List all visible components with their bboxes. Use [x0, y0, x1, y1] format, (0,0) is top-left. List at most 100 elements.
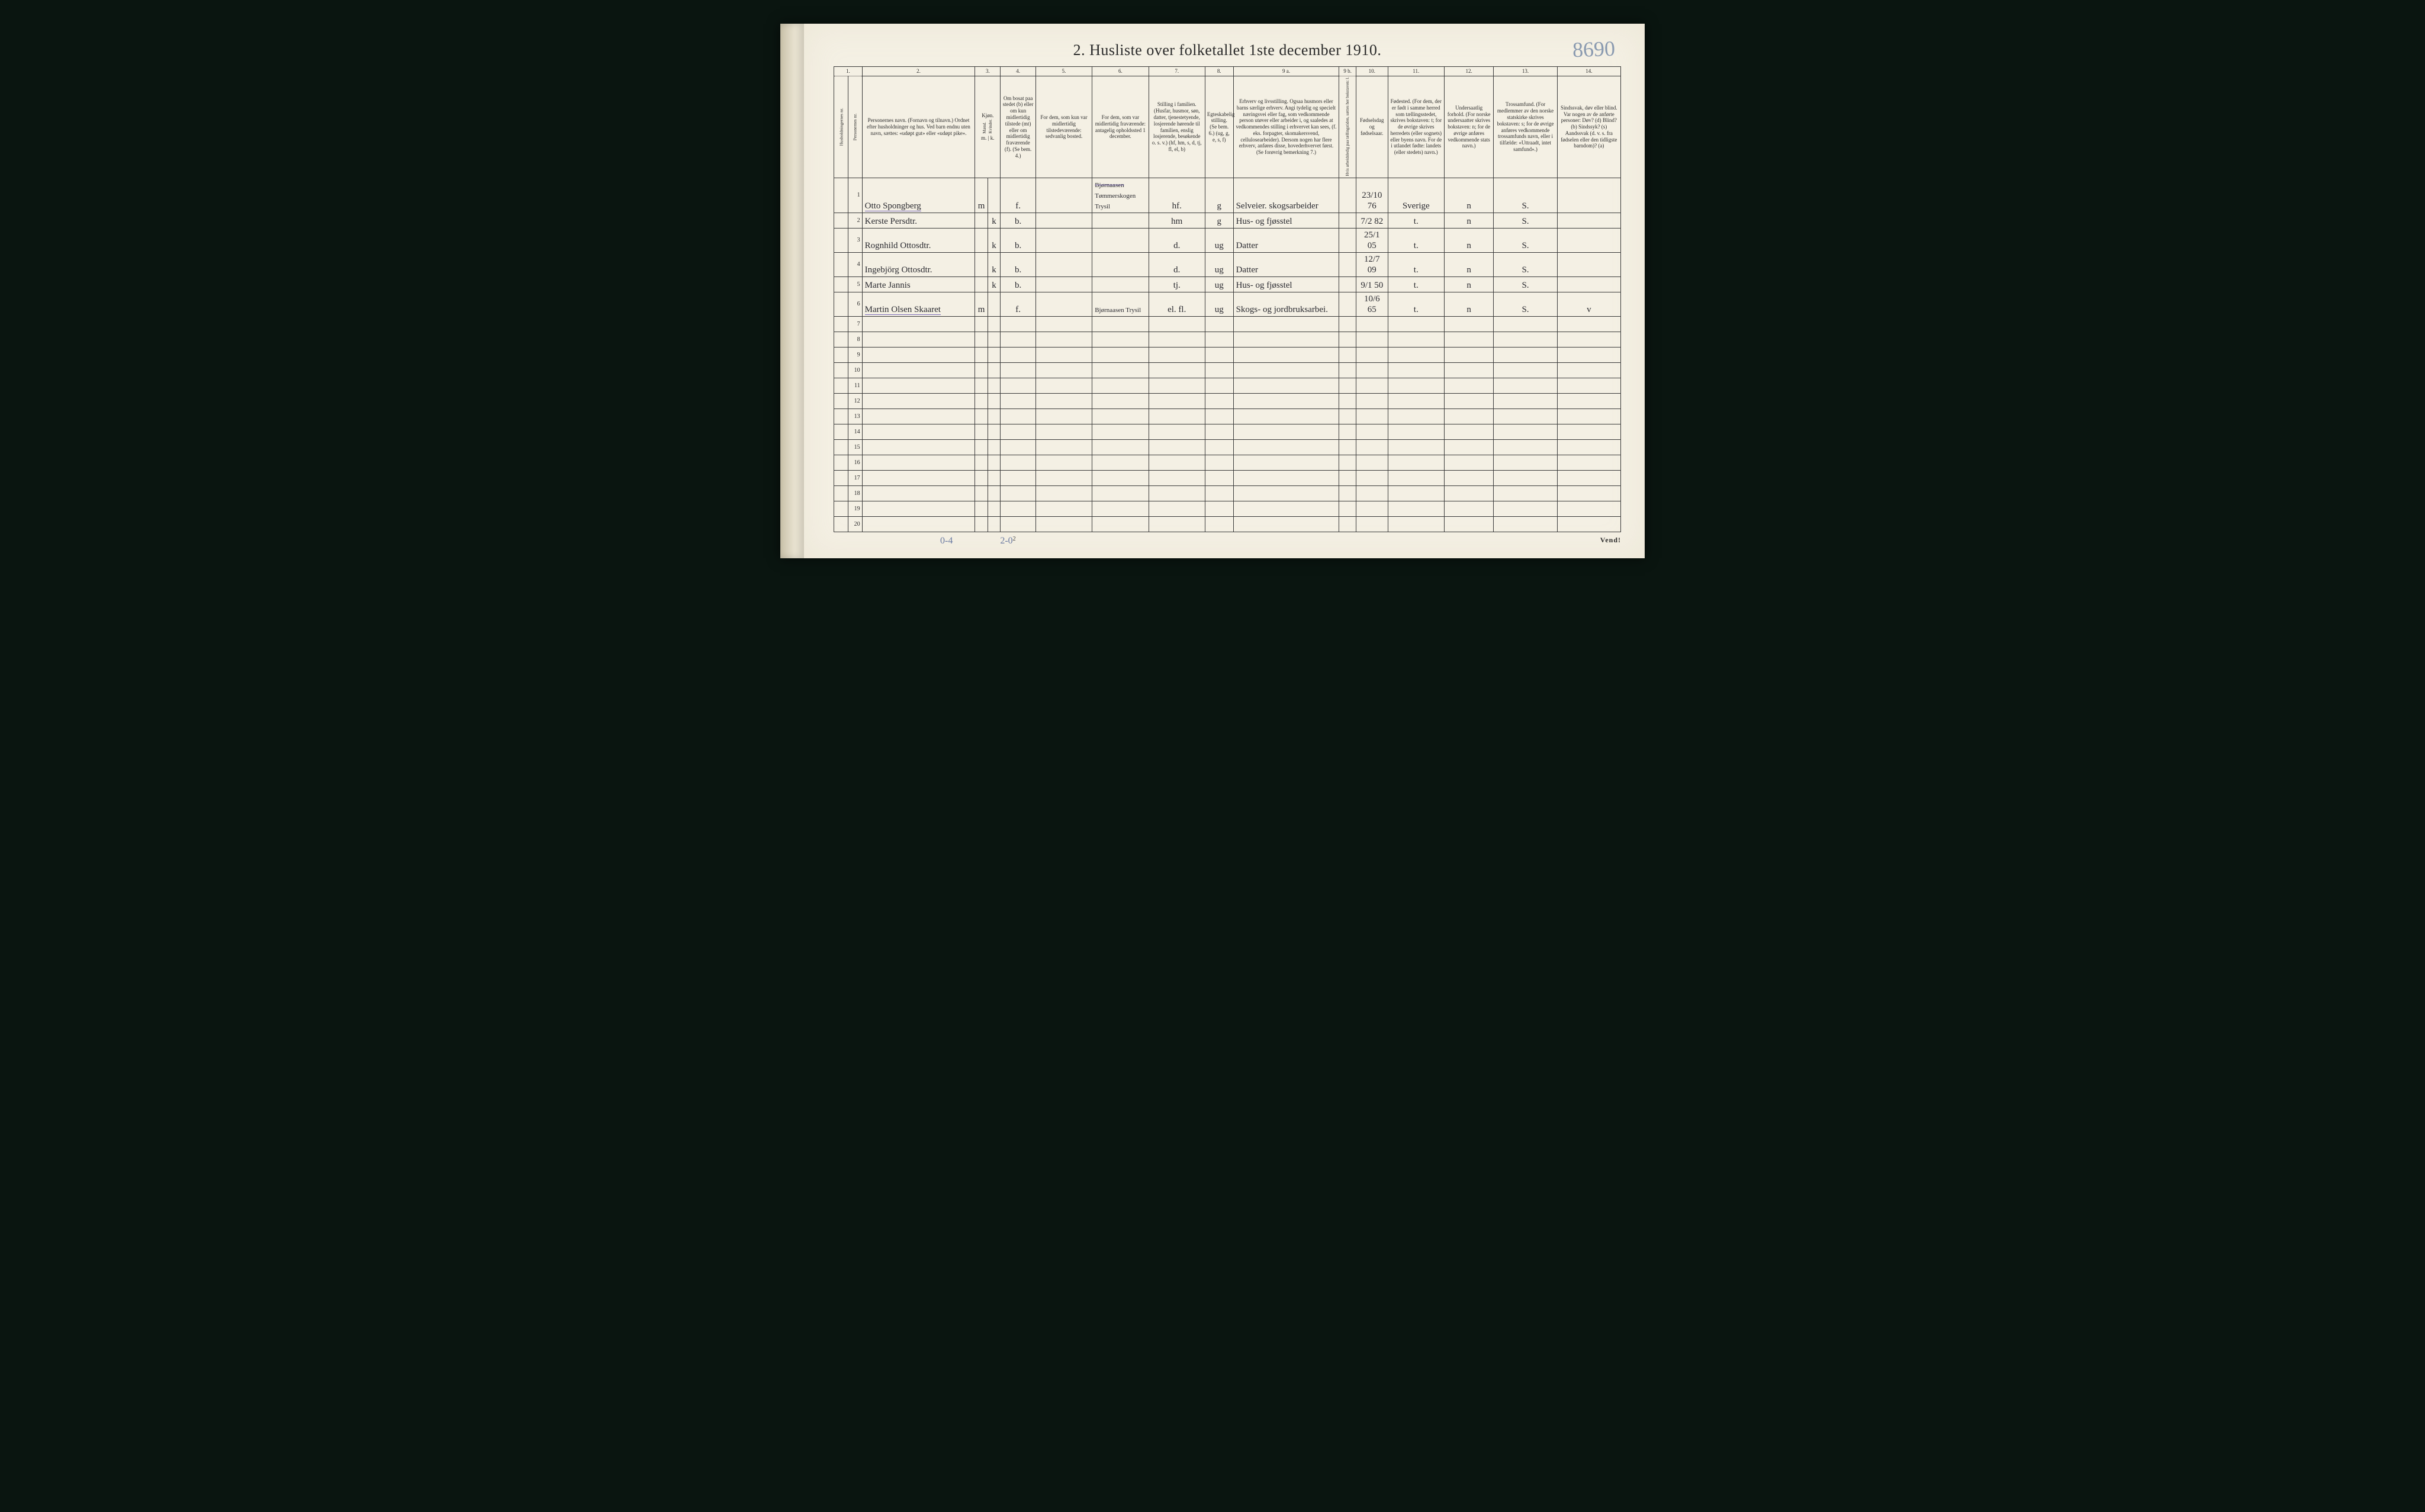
cell-sex-k	[988, 378, 1000, 394]
cell-occupation	[1233, 394, 1339, 409]
cell-sex-m	[975, 348, 988, 363]
cell-residence	[1001, 501, 1036, 517]
cell-name	[862, 317, 975, 332]
cell-sex-m	[975, 363, 988, 378]
cell-name: Marte Jannis	[862, 277, 975, 292]
cell-unemployed	[1339, 501, 1356, 517]
cell-religion	[1494, 317, 1557, 332]
cell-religion: S.	[1494, 253, 1557, 277]
cell-person-nr: 13	[848, 409, 862, 424]
cell-usual-home	[1035, 378, 1092, 394]
cell-occupation: Datter	[1233, 229, 1339, 253]
cell-temp-absent	[1092, 253, 1149, 277]
cell-religion: S.	[1494, 213, 1557, 229]
cell-usual-home	[1035, 440, 1092, 455]
cell-disability	[1557, 229, 1620, 253]
cell-name	[862, 363, 975, 378]
cell-sex-k: k	[988, 229, 1000, 253]
cell-sex-k	[988, 517, 1000, 532]
cell-person-nr: 2	[848, 213, 862, 229]
cell-marital	[1205, 348, 1233, 363]
cell-household	[834, 394, 848, 409]
cell-temp-absent	[1092, 424, 1149, 440]
cell-household	[834, 348, 848, 363]
cell-family-pos: hm	[1149, 213, 1205, 229]
cell-sex-m	[975, 253, 988, 277]
cell-unemployed	[1339, 409, 1356, 424]
cell-family-pos: el. fl.	[1149, 292, 1205, 317]
cell-marital: ug	[1205, 292, 1233, 317]
cell-sex-k: k	[988, 213, 1000, 229]
cell-residence	[1001, 363, 1036, 378]
cell-unemployed	[1339, 378, 1356, 394]
cell-birthplace	[1388, 332, 1444, 348]
cell-nationality: n	[1444, 277, 1493, 292]
cell-sex-m: m	[975, 292, 988, 317]
cell-nationality	[1444, 363, 1493, 378]
hdr-household-nr: Husholdningernes nr.	[834, 76, 848, 178]
cell-disability	[1557, 178, 1620, 213]
cell-person-nr: 7	[848, 317, 862, 332]
cell-birthplace	[1388, 424, 1444, 440]
cell-unemployed	[1339, 363, 1356, 378]
table-row: 17	[834, 471, 1621, 486]
cell-religion: S.	[1494, 292, 1557, 317]
cell-birth	[1356, 501, 1388, 517]
cell-household	[834, 229, 848, 253]
cell-residence: b.	[1001, 213, 1036, 229]
hdr-marital: Egteskabelig stilling. (Se bem. 6.) (ug,…	[1205, 76, 1233, 178]
cell-family-pos: d.	[1149, 229, 1205, 253]
cell-temp-absent	[1092, 440, 1149, 455]
cell-usual-home	[1035, 517, 1092, 532]
cell-sex-m	[975, 501, 988, 517]
cell-sex-k	[988, 501, 1000, 517]
cell-usual-home	[1035, 363, 1092, 378]
cell-occupation	[1233, 409, 1339, 424]
cell-household	[834, 440, 848, 455]
cell-name	[862, 424, 975, 440]
cell-birth	[1356, 486, 1388, 501]
cell-sex-m	[975, 394, 988, 409]
cell-residence	[1001, 471, 1036, 486]
cell-birthplace	[1388, 363, 1444, 378]
cell-birthplace: t.	[1388, 292, 1444, 317]
cell-sex-m	[975, 213, 988, 229]
cell-sex-m	[975, 229, 988, 253]
cell-marital: g	[1205, 213, 1233, 229]
cell-religion	[1494, 501, 1557, 517]
cell-sex-k: k	[988, 277, 1000, 292]
cell-sex-k	[988, 486, 1000, 501]
cell-temp-absent	[1092, 409, 1149, 424]
cell-family-pos	[1149, 471, 1205, 486]
cell-birth	[1356, 517, 1388, 532]
cell-occupation	[1233, 440, 1339, 455]
table-row: 2Kerste Persdtr.kb.hmgHus- og fjøsstel7/…	[834, 213, 1621, 229]
cell-nationality	[1444, 471, 1493, 486]
cell-usual-home	[1035, 253, 1092, 277]
cell-marital	[1205, 455, 1233, 471]
cell-religion	[1494, 363, 1557, 378]
cell-person-nr: 8	[848, 332, 862, 348]
cell-religion	[1494, 348, 1557, 363]
cell-birthplace	[1388, 455, 1444, 471]
cell-residence	[1001, 348, 1036, 363]
cell-residence	[1001, 455, 1036, 471]
cell-religion	[1494, 440, 1557, 455]
cell-sex-k	[988, 424, 1000, 440]
cell-disability	[1557, 517, 1620, 532]
cell-unemployed	[1339, 455, 1356, 471]
cell-family-pos	[1149, 424, 1205, 440]
cell-name: Otto Spongberg	[862, 178, 975, 213]
cell-marital	[1205, 317, 1233, 332]
cell-birth: 12/7 09	[1356, 253, 1388, 277]
cell-household	[834, 363, 848, 378]
cell-occupation: Hus- og fjøsstel	[1233, 213, 1339, 229]
cell-temp-absent	[1092, 348, 1149, 363]
cell-residence: f.	[1001, 178, 1036, 213]
cell-sex-k	[988, 363, 1000, 378]
cell-household	[834, 332, 848, 348]
footer-note-left: 0-4	[940, 536, 953, 546]
cell-person-nr: 12	[848, 394, 862, 409]
cell-sex-k	[988, 440, 1000, 455]
hdr-person-nr: Personernes nr.	[848, 76, 862, 178]
